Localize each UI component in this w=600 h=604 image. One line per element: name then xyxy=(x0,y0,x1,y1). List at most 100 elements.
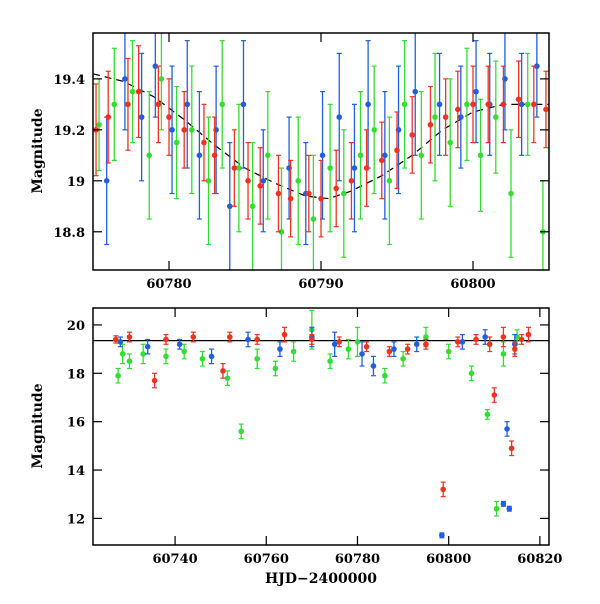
data-point xyxy=(500,501,507,507)
data-point xyxy=(518,101,525,108)
data-point xyxy=(249,203,256,210)
x-tick-label: 60740 xyxy=(152,552,197,567)
data-point xyxy=(113,336,119,343)
x-tick-label: 60820 xyxy=(517,552,562,567)
data-point xyxy=(189,127,195,133)
data-point xyxy=(272,365,279,372)
data-point xyxy=(336,114,343,120)
y-tick-label: 12 xyxy=(67,512,85,527)
data-point xyxy=(254,355,260,362)
y-tick-label: 16 xyxy=(67,416,85,431)
data-point xyxy=(506,505,513,512)
data-point xyxy=(224,375,231,381)
data-point xyxy=(327,165,333,171)
data-point xyxy=(310,216,317,222)
data-point xyxy=(493,114,499,120)
data-point xyxy=(440,486,447,493)
data-point xyxy=(227,334,233,340)
data-point xyxy=(524,101,531,108)
data-point xyxy=(391,346,397,352)
data-point xyxy=(169,127,175,133)
top-series-2 xyxy=(93,45,549,238)
data-point xyxy=(482,334,488,340)
data-point xyxy=(525,331,532,338)
data-point xyxy=(382,152,388,159)
bottom-panel: 60740 60760 60780 60800 60820 12 14 16 18 20 Magn… xyxy=(30,307,562,587)
data-point xyxy=(211,152,218,159)
data-point xyxy=(484,411,491,418)
data-point xyxy=(158,76,165,82)
data-point xyxy=(423,334,429,340)
top-series-1 xyxy=(103,33,540,270)
data-point xyxy=(117,339,124,345)
data-point xyxy=(500,101,507,108)
data-point xyxy=(245,178,251,184)
data-point xyxy=(500,334,507,340)
data-point xyxy=(277,346,283,352)
data-point xyxy=(196,152,203,159)
data-point xyxy=(103,178,110,184)
data-point xyxy=(386,178,393,184)
data-point xyxy=(468,370,475,377)
data-point xyxy=(400,355,406,362)
y-tick-label: 19 xyxy=(67,175,85,190)
data-point xyxy=(534,63,540,69)
data-point xyxy=(163,336,169,343)
data-point xyxy=(181,127,187,133)
data-point xyxy=(219,101,225,108)
data-point xyxy=(515,96,522,103)
data-point xyxy=(135,88,142,95)
data-point xyxy=(394,147,400,154)
data-point xyxy=(227,203,233,210)
bottom-xlabel: HJD−2400000 xyxy=(265,571,377,587)
x-tick-label: 60790 xyxy=(298,277,343,292)
bottom-plot-content xyxy=(93,309,549,539)
data-point xyxy=(401,101,408,108)
data-point xyxy=(184,101,191,108)
data-point xyxy=(470,101,476,108)
data-point xyxy=(458,114,464,120)
data-point xyxy=(504,426,510,432)
data-point xyxy=(543,106,549,113)
x-tick-label: 60800 xyxy=(426,552,471,567)
data-point xyxy=(413,341,420,348)
data-point xyxy=(319,152,326,159)
data-point xyxy=(287,195,294,202)
data-point xyxy=(122,76,128,82)
data-point xyxy=(181,348,187,355)
data-point xyxy=(491,392,498,398)
data-point xyxy=(176,341,183,348)
data-point xyxy=(409,132,416,138)
bottom-ylabel: Magnitude xyxy=(30,383,46,468)
x-tick-label: 60800 xyxy=(450,277,495,292)
data-point xyxy=(126,334,133,340)
data-point xyxy=(129,88,136,95)
data-point xyxy=(432,114,438,120)
data-point xyxy=(512,346,518,352)
data-point xyxy=(281,331,288,338)
data-point xyxy=(357,152,364,159)
data-point xyxy=(379,157,385,164)
data-point xyxy=(518,336,525,343)
data-point xyxy=(423,341,429,348)
data-point xyxy=(318,195,324,202)
data-point xyxy=(278,228,285,235)
data-point xyxy=(365,101,371,108)
data-point xyxy=(151,377,158,384)
y-tick-label: 19.2 xyxy=(53,124,85,139)
data-point xyxy=(354,339,361,345)
data-point xyxy=(531,101,537,108)
bottom-series-0 xyxy=(115,309,520,517)
top-series-0 xyxy=(96,33,546,270)
data-point xyxy=(386,348,393,355)
data-point xyxy=(359,351,365,357)
bottom-plot-area xyxy=(93,308,549,545)
data-point xyxy=(459,339,466,345)
data-point xyxy=(119,351,126,357)
data-point xyxy=(371,127,378,133)
data-point xyxy=(260,178,267,184)
top-plot-content xyxy=(93,33,549,270)
data-point xyxy=(254,336,260,343)
bottom-plot-frame xyxy=(92,307,550,546)
